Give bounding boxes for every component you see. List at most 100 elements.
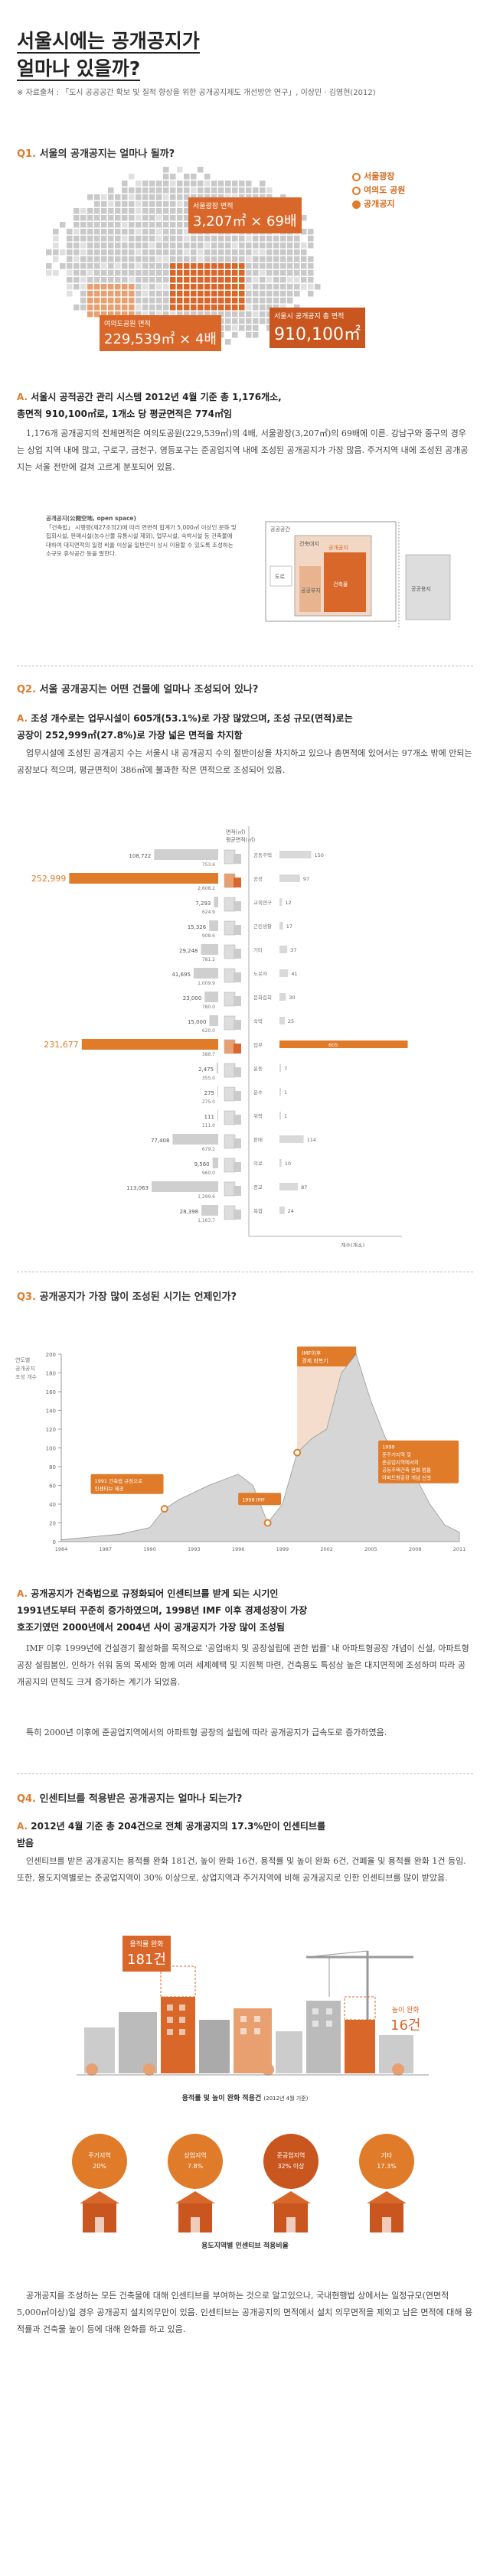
map-cell xyxy=(170,181,176,187)
map-cell xyxy=(80,304,87,311)
map-cell xyxy=(136,187,142,194)
map-cell xyxy=(273,284,279,290)
map-cell xyxy=(232,311,238,318)
x-tick-label: 2008 xyxy=(409,1546,422,1552)
map-cell xyxy=(232,181,238,187)
map-cell xyxy=(149,229,155,235)
map-cell xyxy=(136,236,142,242)
map-cell xyxy=(266,187,273,194)
map-cell xyxy=(191,277,197,283)
area-value: 77,408 xyxy=(151,1138,170,1144)
building-icon xyxy=(234,901,241,911)
q3-body: IMF 이후 1999년에 건설경기 활성화를 목적으로 '공업배치 및 공장설… xyxy=(17,1643,469,1687)
map-cell xyxy=(218,256,224,262)
map-cell xyxy=(156,249,162,256)
zoning-circle xyxy=(359,2134,414,2189)
map-cell xyxy=(67,236,73,242)
map-cell xyxy=(218,249,224,256)
y-tick-label: 0 xyxy=(53,1539,56,1545)
map-cell xyxy=(177,181,183,187)
map-cell xyxy=(94,256,100,262)
building-icon xyxy=(234,1067,241,1077)
map-cell xyxy=(60,222,66,228)
map-cell xyxy=(225,298,231,304)
map-cell xyxy=(115,277,121,283)
map-cell xyxy=(80,208,87,214)
diagram-label-building: 건축물 xyxy=(333,581,348,588)
map-cell xyxy=(149,215,155,221)
count-bar xyxy=(279,851,312,858)
annotation-text: 준공업지역에서의 xyxy=(382,1459,419,1466)
building-icon xyxy=(224,1110,236,1125)
map-cell xyxy=(87,215,93,221)
map-cell xyxy=(149,222,155,228)
area-value: 231,677 xyxy=(44,1040,79,1050)
avg-value: 620.0 xyxy=(202,1028,215,1034)
map-cell xyxy=(108,270,114,276)
map-cell xyxy=(177,187,183,194)
map-cell xyxy=(280,263,286,269)
count-value: 10 xyxy=(285,1161,291,1167)
map-cell xyxy=(163,270,169,276)
map-cell xyxy=(108,215,114,221)
map-cell xyxy=(94,277,100,283)
building-icon xyxy=(234,1091,241,1101)
map-cell xyxy=(218,243,224,249)
building-icon xyxy=(224,1063,236,1078)
map-cell xyxy=(218,291,224,297)
y-tick-label: 180 xyxy=(46,1371,56,1377)
map-cell xyxy=(301,263,307,269)
map-cell xyxy=(156,201,162,207)
map-cell xyxy=(74,222,80,228)
map-cell xyxy=(294,284,300,290)
map-cell xyxy=(198,311,204,318)
building-icon xyxy=(234,878,241,887)
annotation-text: 준주거지역 및 xyxy=(382,1451,411,1458)
count-bar xyxy=(279,1088,281,1096)
map-cell xyxy=(211,194,217,200)
building-icon xyxy=(224,968,236,983)
map-cell xyxy=(136,256,142,262)
map-cell xyxy=(177,256,183,262)
map-cell xyxy=(184,236,190,242)
building-icon xyxy=(224,1181,236,1197)
count-value: 97 xyxy=(303,876,309,882)
map-cell xyxy=(198,249,204,256)
area-bar xyxy=(217,1063,218,1073)
count-value: 605 xyxy=(328,1042,338,1048)
map-cell xyxy=(184,311,190,318)
q2-body: 업무시설에 조성된 공개공지 수는 서울시 내 공개공지 수의 절반이상을 차지… xyxy=(17,748,472,775)
map-cell xyxy=(74,229,80,235)
map-cell xyxy=(218,236,224,242)
building-icon xyxy=(224,992,236,1007)
map-cell xyxy=(156,277,162,283)
map-cell xyxy=(301,215,307,221)
map-cell xyxy=(156,181,162,187)
map-cell xyxy=(294,304,300,311)
map-cell xyxy=(232,270,238,276)
map-cell xyxy=(170,243,176,249)
map-cell xyxy=(142,298,149,304)
map-cell xyxy=(184,298,190,304)
map-cell xyxy=(156,243,162,249)
category-label: 노유자 xyxy=(253,970,267,977)
map-cell xyxy=(87,243,93,249)
map-cell xyxy=(156,291,162,297)
count-bar xyxy=(279,969,289,977)
q4-body-2: 공개공지를 조성하는 모든 건축물에 대해 인센티브를 부여하는 것으로 알고있… xyxy=(17,2291,473,2334)
map-cell xyxy=(218,311,224,318)
map-cell xyxy=(136,215,142,221)
map-cell xyxy=(170,222,176,228)
map-cell xyxy=(308,256,314,262)
map-cell xyxy=(170,284,176,290)
map-cell xyxy=(142,236,149,242)
map-cell xyxy=(156,304,162,311)
map-cell xyxy=(136,270,142,276)
map-cell xyxy=(87,249,93,256)
map-cell xyxy=(94,222,100,228)
y-tick-label: 20 xyxy=(49,1521,56,1527)
map-cell xyxy=(74,256,80,262)
imf-band-label: IMF이후 xyxy=(302,1350,322,1356)
diagram-label-public-area: 공공부지 xyxy=(301,587,321,594)
map-cell xyxy=(136,311,142,318)
